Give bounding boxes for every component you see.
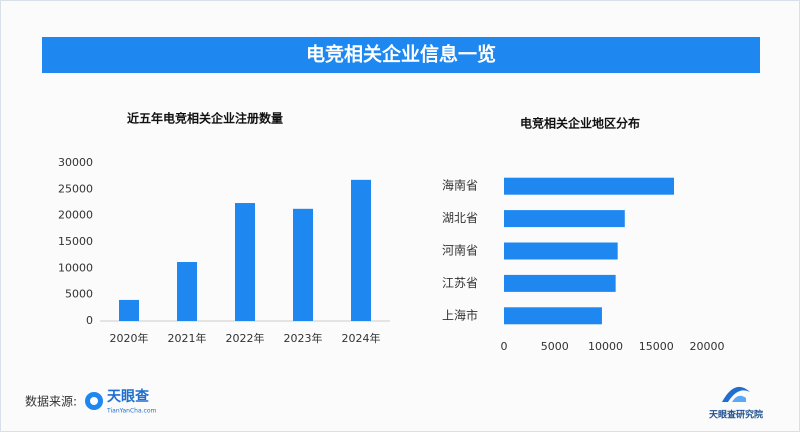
brand-logo: [722, 386, 750, 402]
brand-name: 天眼查研究院: [709, 409, 763, 421]
bar: [177, 262, 197, 321]
y-tick-label: 15000: [58, 235, 93, 248]
bar: [504, 307, 602, 325]
x-tick-label: 20000: [690, 340, 725, 353]
y-tick-label: 湖北省: [442, 210, 478, 225]
x-tick-label: 2023年: [284, 331, 323, 345]
x-tick-label: 2022年: [226, 331, 265, 345]
x-tick-label: 10000: [588, 340, 623, 353]
chart-title: 近五年电竞相关企业注册数量: [127, 111, 283, 126]
y-tick-label: 20000: [58, 209, 93, 222]
x-tick-label: 2021年: [168, 331, 207, 345]
source-site: TianYanCha.com: [106, 408, 156, 415]
source-logo-eye: [90, 397, 98, 405]
x-tick-label: 15000: [639, 340, 674, 353]
bar: [235, 203, 255, 321]
y-tick-label: 25000: [58, 182, 93, 195]
y-tick-label: 30000: [58, 156, 93, 169]
y-tick-label: 10000: [58, 261, 93, 274]
y-tick-label: 5000: [65, 288, 93, 301]
bar: [504, 274, 616, 292]
x-tick-label: 2024年: [342, 331, 381, 345]
y-tick-label: 河南省: [442, 243, 478, 258]
y-tick-label: 0: [86, 314, 93, 327]
x-tick-label: 5000: [541, 340, 569, 353]
chart-title: 电竞相关企业地区分布: [520, 116, 640, 131]
x-tick-label: 0: [501, 340, 508, 353]
bar: [119, 299, 139, 321]
x-tick-label: 2020年: [110, 331, 149, 345]
y-tick-label: 上海市: [442, 307, 478, 322]
bar: [504, 242, 618, 260]
y-tick-label: 海南省: [442, 178, 478, 193]
bar: [504, 177, 675, 195]
page-title: 电竞相关企业信息一览: [306, 43, 496, 66]
y-tick-label: 江苏省: [442, 276, 478, 290]
bar: [504, 210, 625, 228]
title-bar: [42, 37, 760, 73]
bar: [293, 208, 313, 321]
source-label: 数据来源:: [25, 394, 77, 409]
brand-logo-inner: [732, 395, 746, 402]
source-name: 天眼查: [107, 388, 150, 405]
bar: [351, 179, 371, 321]
